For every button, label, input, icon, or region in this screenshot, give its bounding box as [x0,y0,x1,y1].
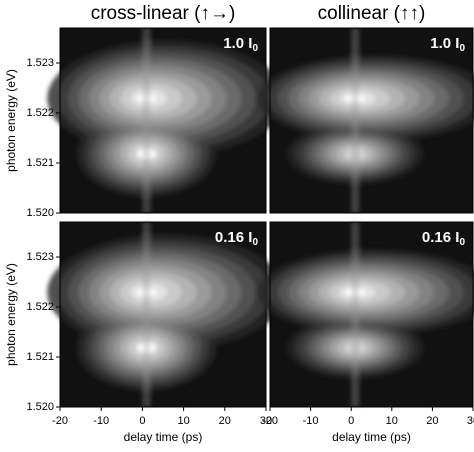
x-tick-label: -20 [52,415,68,427]
y-tick-label: 1.523 [26,57,54,69]
x-tick-label: -10 [93,415,109,427]
x-tick-label: 0 [348,415,354,427]
x-tick-label: 0 [139,415,145,427]
x-tick-label: 30 [260,415,272,427]
y-tick-label: 1.521 [26,157,54,169]
x-tick-label: 20 [426,415,438,427]
panel-frame [59,27,267,214]
annotation-subscript: 0 [459,43,465,54]
panel-annotation: 0.16 I0 [215,229,259,248]
y-tick-label: 1.520 [26,207,54,219]
x-axis-label: delay time (ps) [332,430,411,444]
panel-annotation: 1.0 I0 [430,35,465,54]
annotation-subscript: 0 [459,237,465,248]
y-axis-label: photon energy (eV) [4,69,18,172]
contour-image [257,222,474,407]
x-tick-label: -20 [262,415,278,427]
annotation-text: 0.16 I [215,229,253,246]
contour-image [257,28,474,213]
y-axis-label: photon energy (eV) [4,263,18,366]
panel-frame [269,27,474,214]
annotation-text: 0.16 I [422,229,460,246]
y-tick-label: 1.523 [26,251,54,263]
panel-frame [59,221,267,408]
x-axis-label: delay time (ps) [124,430,203,444]
streak [351,222,360,407]
contour-image [47,222,286,407]
streak [351,28,360,213]
x-tick-label: -10 [303,415,319,427]
contour-image [47,28,286,213]
annotation-text: 1.0 I [223,35,252,52]
x-tick-label: 10 [386,415,398,427]
panel-title: cross-linear (↑→) [91,3,236,24]
panel-annotation: 0.16 I0 [422,229,466,248]
y-tick-label: 1.522 [26,301,54,313]
y-tick-label: 1.522 [26,107,54,119]
panel-title: collinear (↑↑) [318,3,426,24]
panel-annotation: 1.0 I0 [223,35,258,54]
x-tick-label: 20 [219,415,231,427]
streak [142,28,151,213]
y-tick-label: 1.521 [26,351,54,363]
annotation-subscript: 0 [252,43,258,54]
streak [142,222,151,407]
panel-frame [269,221,474,408]
x-tick-label: 10 [177,415,189,427]
x-tick-label: 30 [467,415,474,427]
y-tick-label: 1.520 [26,401,54,413]
annotation-subscript: 0 [252,237,258,248]
annotation-text: 1.0 I [430,35,459,52]
